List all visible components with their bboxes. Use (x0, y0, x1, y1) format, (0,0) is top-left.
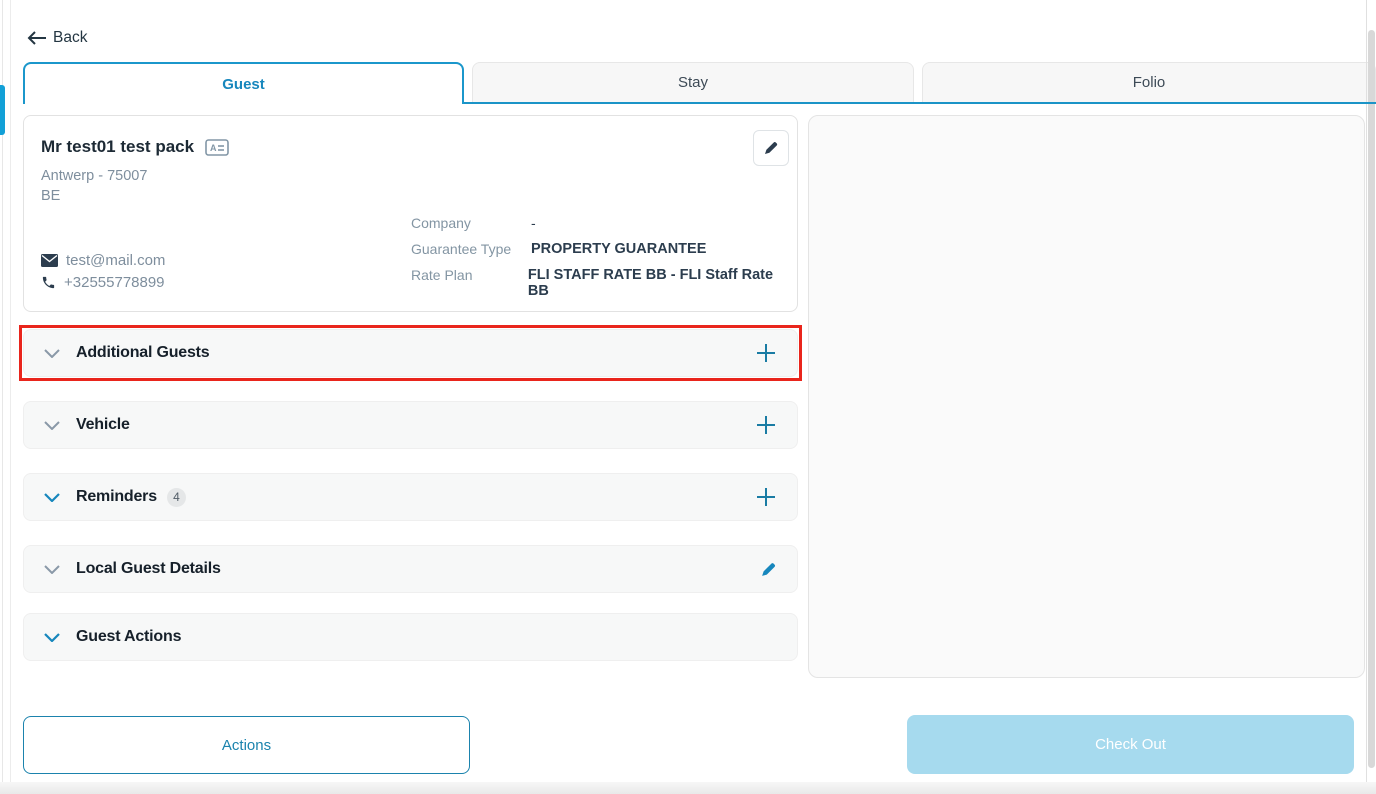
add-additional-guest-button[interactable] (755, 342, 777, 364)
chevron-down-icon (44, 492, 60, 502)
check-out-button[interactable]: Check Out (907, 715, 1354, 774)
pencil-icon (765, 142, 778, 154)
guest-phone[interactable]: +32555778899 (64, 274, 165, 291)
scrollbar-track (1366, 0, 1367, 794)
panel-left-edge (2, 0, 3, 794)
plus-icon (757, 344, 775, 362)
left-active-indicator-bar (0, 85, 5, 135)
section-reminders-title: Reminders (76, 488, 157, 505)
guest-email[interactable]: test@mail.com (66, 252, 166, 269)
edit-guest-button[interactable] (753, 130, 789, 166)
field-company-label: Company (411, 215, 471, 231)
edit-local-guest-details-button[interactable] (760, 561, 777, 578)
section-additional-guests-title: Additional Guests (76, 344, 210, 361)
left-divider (10, 0, 11, 794)
vcard-icon: A (205, 138, 229, 156)
section-guest-actions[interactable]: Guest Actions (23, 613, 798, 661)
field-rate-plan-label: Rate Plan (411, 267, 473, 283)
panel-bottom-edge (0, 782, 1376, 794)
field-company-value: - (531, 215, 536, 231)
tab-guest-label: Guest (222, 75, 265, 93)
pencil-icon (762, 562, 775, 576)
arrow-left-icon (27, 31, 46, 45)
section-vehicle-title: Vehicle (76, 416, 130, 433)
tab-stay-label: Stay (677, 74, 708, 91)
actions-button[interactable]: Actions (23, 716, 470, 774)
field-guarantee-type: Guarantee Type PROPERTY GUARANTEE (411, 241, 791, 257)
tab-folio-label: Folio (1132, 74, 1166, 91)
chevron-down-icon (44, 632, 60, 642)
actions-button-label: Actions (221, 736, 272, 754)
chevron-down-icon (44, 420, 60, 430)
section-guest-actions-title: Guest Actions (76, 628, 182, 645)
svg-text:A: A (210, 143, 217, 153)
tab-stay[interactable]: Stay (472, 62, 914, 103)
plus-icon (757, 416, 775, 434)
add-reminder-button[interactable] (755, 486, 777, 508)
tab-folio[interactable]: Folio (922, 62, 1376, 103)
detail-side-panel (808, 115, 1365, 678)
guest-address: Antwerp - 75007 (41, 168, 148, 184)
scrollbar-thumb[interactable] (1368, 30, 1375, 768)
check-out-button-label: Check Out (1095, 736, 1166, 753)
field-company: Company - (411, 215, 791, 231)
email-icon (41, 254, 58, 267)
tab-guest[interactable]: Guest (23, 62, 464, 104)
phone-icon (42, 276, 55, 289)
chevron-down-icon (44, 564, 60, 574)
section-local-guest-details-title: Local Guest Details (76, 560, 221, 577)
field-guarantee-value: PROPERTY GUARANTEE (531, 241, 707, 257)
chevron-down-icon (44, 348, 60, 358)
section-additional-guests[interactable]: Additional Guests (23, 329, 798, 377)
back-label: Back (53, 29, 88, 46)
back-button[interactable]: Back (27, 29, 87, 47)
field-guarantee-label: Guarantee Type (411, 241, 512, 257)
field-rate-plan: Rate Plan FLI STAFF RATE BB - FLI Staff … (411, 267, 791, 299)
section-vehicle[interactable]: Vehicle (23, 401, 798, 449)
field-rate-plan-value: FLI STAFF RATE BB - FLI Staff Rate BB (527, 267, 774, 299)
section-local-guest-details[interactable]: Local Guest Details (23, 545, 798, 593)
guest-name: Mr test01 test pack (41, 137, 195, 156)
guest-info-card: Mr test01 test pack A Antwerp - 75007 BE… (23, 115, 798, 312)
active-tab-underline (464, 102, 1376, 104)
plus-icon (757, 488, 775, 506)
guest-country: BE (41, 188, 61, 204)
add-vehicle-button[interactable] (755, 414, 777, 436)
reminders-count-badge: 4 (166, 487, 186, 507)
section-reminders[interactable]: Reminders 4 (23, 473, 798, 521)
